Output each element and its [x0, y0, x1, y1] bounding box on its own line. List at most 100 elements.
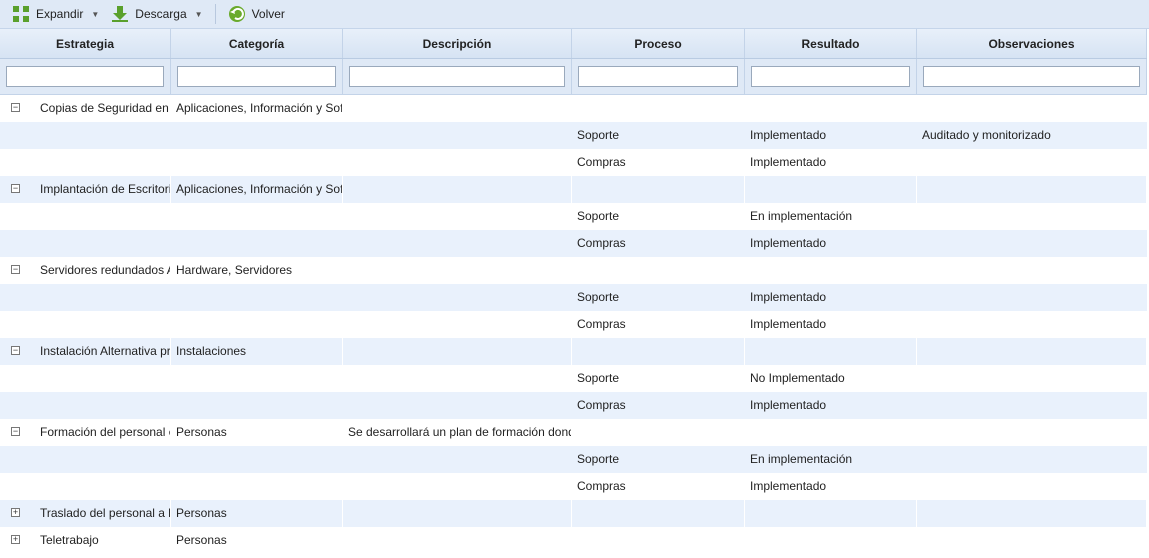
- cell-observaciones: [917, 365, 1147, 392]
- toolbar: Expandir ▼ Descarga ▼ Volver: [0, 0, 1149, 29]
- group-row[interactable]: − Copias de Seguridad en to Aplicaciones, …: [0, 95, 1147, 122]
- group-row[interactable]: + Teletrabajo Personas: [0, 527, 1147, 554]
- collapse-icon[interactable]: −: [11, 426, 20, 436]
- cell-text: Aplicaciones, Información y Soft: [176, 182, 343, 196]
- cell-resultado: Implementado: [745, 473, 917, 500]
- download-icon: [112, 6, 129, 22]
- cell-text: Soporte: [577, 452, 620, 466]
- expand-row-icon[interactable]: +: [11, 507, 20, 517]
- cell-categoria: Personas: [171, 500, 343, 527]
- cell-estrategia: [0, 149, 171, 176]
- back-button[interactable]: Volver: [224, 5, 289, 23]
- table-row[interactable]: Soporte En implementación: [0, 203, 1147, 230]
- header-row: Estrategia Categoría Descripción Proceso…: [0, 29, 1147, 59]
- filter-descripcion-input[interactable]: [349, 66, 565, 87]
- table-row[interactable]: Compras Implementado: [0, 149, 1147, 176]
- table-row[interactable]: Compras Implementado: [0, 473, 1147, 500]
- filter-estrategia-input[interactable]: [6, 66, 164, 87]
- collapse-icon[interactable]: −: [11, 345, 20, 355]
- cell-observaciones: [917, 311, 1147, 338]
- cell-proceso: Soporte: [572, 284, 745, 311]
- filter-categoria-input[interactable]: [177, 66, 336, 87]
- cell-estrategia: [0, 365, 171, 392]
- cell-categoria: Aplicaciones, Información y Soft: [171, 95, 343, 122]
- group-row[interactable]: − Formación del personal en Personas Se des…: [0, 419, 1147, 446]
- filter-observaciones-input[interactable]: [923, 66, 1140, 87]
- cell-estrategia: [0, 392, 171, 419]
- expand-row-icon[interactable]: +: [11, 534, 20, 544]
- cell-text: Implementado: [750, 290, 827, 304]
- cell-observaciones: [917, 500, 1147, 527]
- column-header-observaciones[interactable]: Observaciones: [917, 29, 1147, 58]
- cell-descripcion: [343, 365, 572, 392]
- cell-text: Traslado del personal a la: [40, 506, 171, 520]
- cell-descripcion: [343, 446, 572, 473]
- chevron-down-icon[interactable]: ▼: [194, 9, 203, 19]
- group-row[interactable]: − Servidores redundados Ac Hardware, Servi…: [0, 257, 1147, 284]
- column-header-descripcion[interactable]: Descripción: [343, 29, 572, 58]
- cell-estrategia: [0, 446, 171, 473]
- filter-resultado-input[interactable]: [751, 66, 910, 87]
- column-header-proceso[interactable]: Proceso: [572, 29, 745, 58]
- data-grid: Estrategia Categoría Descripción Proceso…: [0, 29, 1147, 554]
- collapse-icon[interactable]: −: [11, 102, 20, 112]
- download-button[interactable]: Descarga ▼: [107, 5, 206, 23]
- back-label: Volver: [251, 7, 285, 21]
- cell-resultado: Implementado: [745, 284, 917, 311]
- cell-text: Soporte: [577, 209, 620, 223]
- expand-label: Expandir: [36, 7, 84, 21]
- cell-proceso: [572, 527, 745, 554]
- cell-text: Aplicaciones, Información y Soft: [176, 101, 343, 115]
- expand-button[interactable]: Expandir ▼: [8, 5, 103, 23]
- column-header-categoria[interactable]: Categoría: [171, 29, 343, 58]
- cell-estrategia: + Teletrabajo: [0, 527, 171, 554]
- column-header-estrategia[interactable]: Estrategia: [0, 29, 171, 58]
- cell-observaciones: [917, 338, 1147, 365]
- cell-descripcion: [343, 338, 572, 365]
- cell-text: Compras: [577, 317, 626, 331]
- cell-categoria: [171, 473, 343, 500]
- cell-descripcion: [343, 122, 572, 149]
- cell-text: Soporte: [577, 290, 620, 304]
- cell-proceso: Soporte: [572, 446, 745, 473]
- cell-resultado: En implementación: [745, 446, 917, 473]
- cell-observaciones: [917, 527, 1147, 554]
- table-row[interactable]: Compras Implementado: [0, 230, 1147, 257]
- cell-text: Compras: [577, 236, 626, 250]
- table-row[interactable]: Soporte Implementado Auditado y monitoriza…: [0, 122, 1147, 149]
- cell-observaciones: [917, 257, 1147, 284]
- cell-text: Instalación Alternativa pre: [40, 344, 171, 358]
- cell-observaciones: [917, 473, 1147, 500]
- cell-estrategia: [0, 473, 171, 500]
- table-row[interactable]: Compras Implementado: [0, 311, 1147, 338]
- cell-observaciones: [917, 284, 1147, 311]
- cell-text: Compras: [577, 155, 626, 169]
- group-row[interactable]: − Implantación de Escritorio Aplicaciones,…: [0, 176, 1147, 203]
- cell-text: Implementado: [750, 317, 827, 331]
- table-row[interactable]: Soporte Implementado: [0, 284, 1147, 311]
- cell-estrategia: − Formación del personal en: [0, 419, 171, 446]
- cell-proceso: [572, 95, 745, 122]
- toolbar-divider: [214, 4, 216, 24]
- expand-icon: [13, 6, 29, 22]
- collapse-icon[interactable]: −: [11, 264, 20, 274]
- cell-text: Implementado: [750, 479, 827, 493]
- cell-descripcion: [343, 203, 572, 230]
- cell-observaciones: Auditado y monitorizado: [917, 122, 1147, 149]
- cell-descripcion: [343, 473, 572, 500]
- table-row[interactable]: Compras Implementado: [0, 392, 1147, 419]
- filter-proceso-input[interactable]: [578, 66, 738, 87]
- table-row[interactable]: Soporte En implementación: [0, 446, 1147, 473]
- group-row[interactable]: − Instalación Alternativa pre Instalacione…: [0, 338, 1147, 365]
- cell-text: Compras: [577, 479, 626, 493]
- cell-text: Implantación de Escritorio: [40, 182, 171, 196]
- group-row[interactable]: + Traslado del personal a la Personas: [0, 500, 1147, 527]
- cell-descripcion: [343, 527, 572, 554]
- cell-text: Se desarrollará un plan de formación don…: [348, 425, 571, 439]
- chevron-down-icon[interactable]: ▼: [91, 9, 100, 19]
- cell-text: No Implementado: [750, 371, 845, 385]
- column-header-resultado[interactable]: Resultado: [745, 29, 917, 58]
- collapse-icon[interactable]: −: [11, 183, 20, 193]
- cell-text: Teletrabajo: [40, 533, 99, 547]
- table-row[interactable]: Soporte No Implementado: [0, 365, 1147, 392]
